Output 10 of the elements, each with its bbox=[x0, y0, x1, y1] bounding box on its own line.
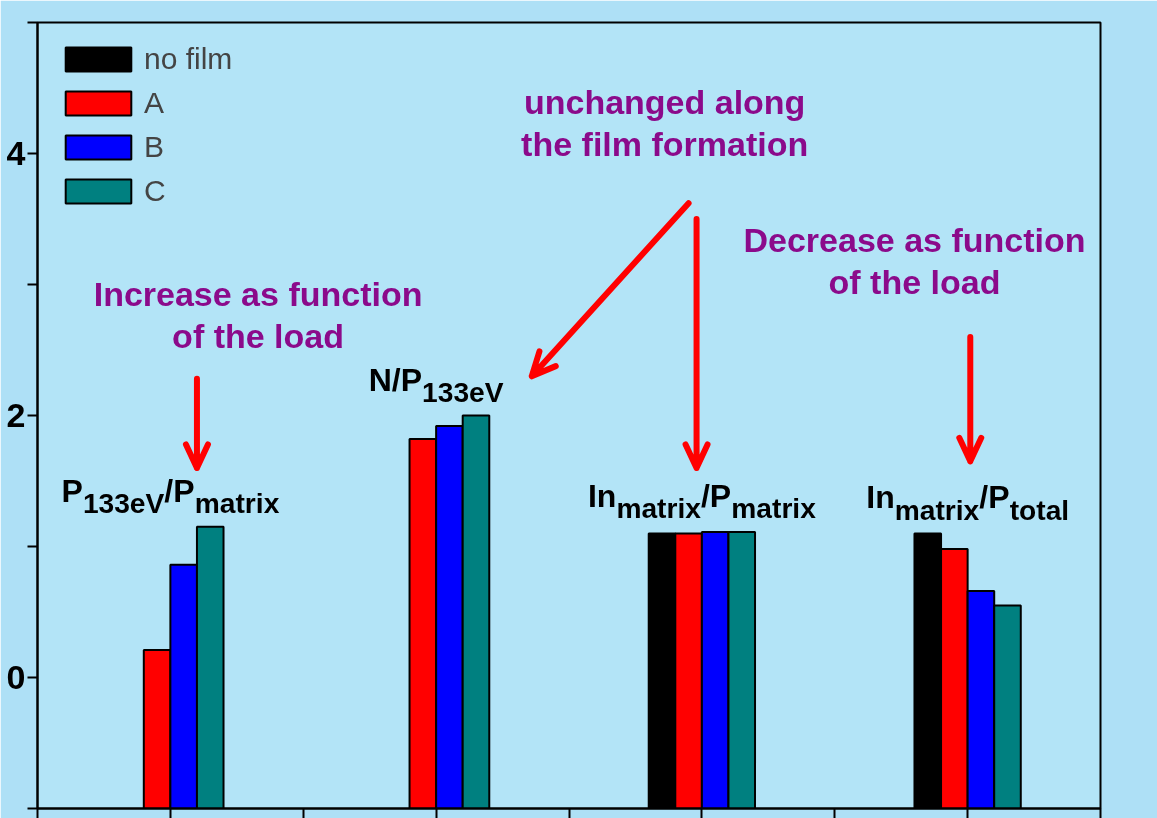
legend-label: no film bbox=[144, 42, 233, 76]
legend-label: A bbox=[144, 86, 165, 120]
annotation: unchanged along the film formation bbox=[521, 83, 809, 164]
y-tick-label: 4 bbox=[6, 134, 26, 172]
y-tick-label: 2 bbox=[6, 396, 26, 434]
annotation: Decrease as function of the load bbox=[743, 221, 1086, 301]
y-tick-label: 0 bbox=[6, 658, 26, 696]
legend-label: B bbox=[144, 130, 165, 164]
legend-label: C bbox=[144, 174, 166, 208]
annotation: Increase as function of the load bbox=[93, 274, 423, 355]
